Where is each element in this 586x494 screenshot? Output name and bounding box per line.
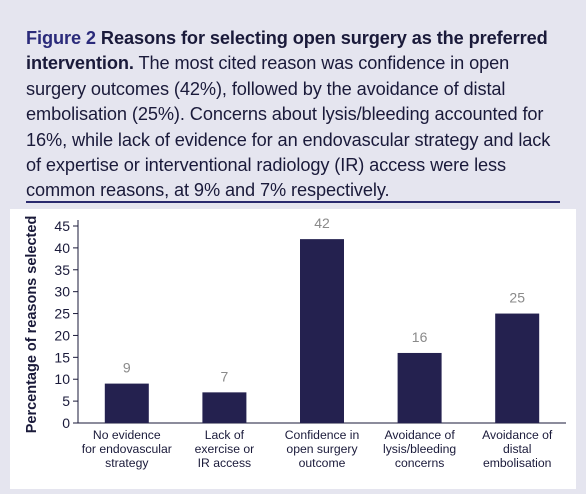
bar bbox=[397, 352, 442, 423]
bar bbox=[202, 392, 247, 423]
x-category-label: concerns bbox=[395, 456, 444, 470]
bar-value-label: 9 bbox=[123, 360, 131, 376]
x-category-label: No evidence bbox=[93, 428, 161, 442]
y-tick-label: 40 bbox=[54, 240, 70, 256]
y-tick-label: 25 bbox=[54, 306, 70, 322]
bar-chart: Percentage of reasons selected 0 5 10 15 20 25… bbox=[24, 215, 566, 470]
x-category-label: IR access bbox=[198, 456, 252, 470]
x-category-label: embolisation bbox=[483, 456, 551, 470]
x-category-label: Confidence in bbox=[285, 428, 360, 442]
y-tick-label: 5 bbox=[62, 393, 70, 409]
y-tick-label: 30 bbox=[54, 284, 70, 300]
y-tick-label: 45 bbox=[54, 218, 70, 234]
plot-area: Percentage of reasons selected 0 5 10 15 20 25… bbox=[10, 209, 576, 489]
y-tick-label: 10 bbox=[54, 371, 70, 387]
x-category-label: lysis/bleeding bbox=[383, 442, 456, 456]
y-tick-label: 0 bbox=[62, 415, 70, 431]
x-category-label: for endovascular bbox=[82, 442, 172, 456]
bar-value-label: 16 bbox=[412, 329, 428, 345]
figure-label: Figure 2 bbox=[26, 28, 96, 48]
x-category-label: strategy bbox=[105, 456, 149, 470]
x-category-label: distal bbox=[503, 442, 531, 456]
x-category-label: exercise or bbox=[195, 442, 255, 456]
figure-caption: Figure 2 Reasons for selecting open surg… bbox=[26, 26, 556, 204]
bar-value-label: 42 bbox=[314, 215, 330, 231]
x-category-label: Avoidance of bbox=[482, 428, 553, 442]
x-category-label: open surgery bbox=[286, 442, 358, 456]
bar-value-label: 7 bbox=[221, 368, 229, 384]
x-category-label: outcome bbox=[299, 456, 346, 470]
x-category-label: Lack of bbox=[205, 428, 245, 442]
x-category-label: Avoidance of bbox=[384, 428, 455, 442]
y-axis-title: Percentage of reasons selected bbox=[24, 216, 40, 434]
bar bbox=[300, 239, 344, 423]
figure-description: The most cited reason was confidence in … bbox=[26, 53, 551, 201]
figure-title: Reasons for selecting open surgery as th… bbox=[26, 28, 548, 74]
bar-value-label: 25 bbox=[509, 290, 525, 306]
y-tick-label: 20 bbox=[54, 327, 70, 343]
caption-divider bbox=[26, 201, 560, 203]
y-tick-label: 15 bbox=[54, 349, 70, 365]
bar bbox=[495, 313, 540, 423]
y-tick-label: 35 bbox=[54, 262, 70, 278]
bar bbox=[104, 383, 149, 423]
